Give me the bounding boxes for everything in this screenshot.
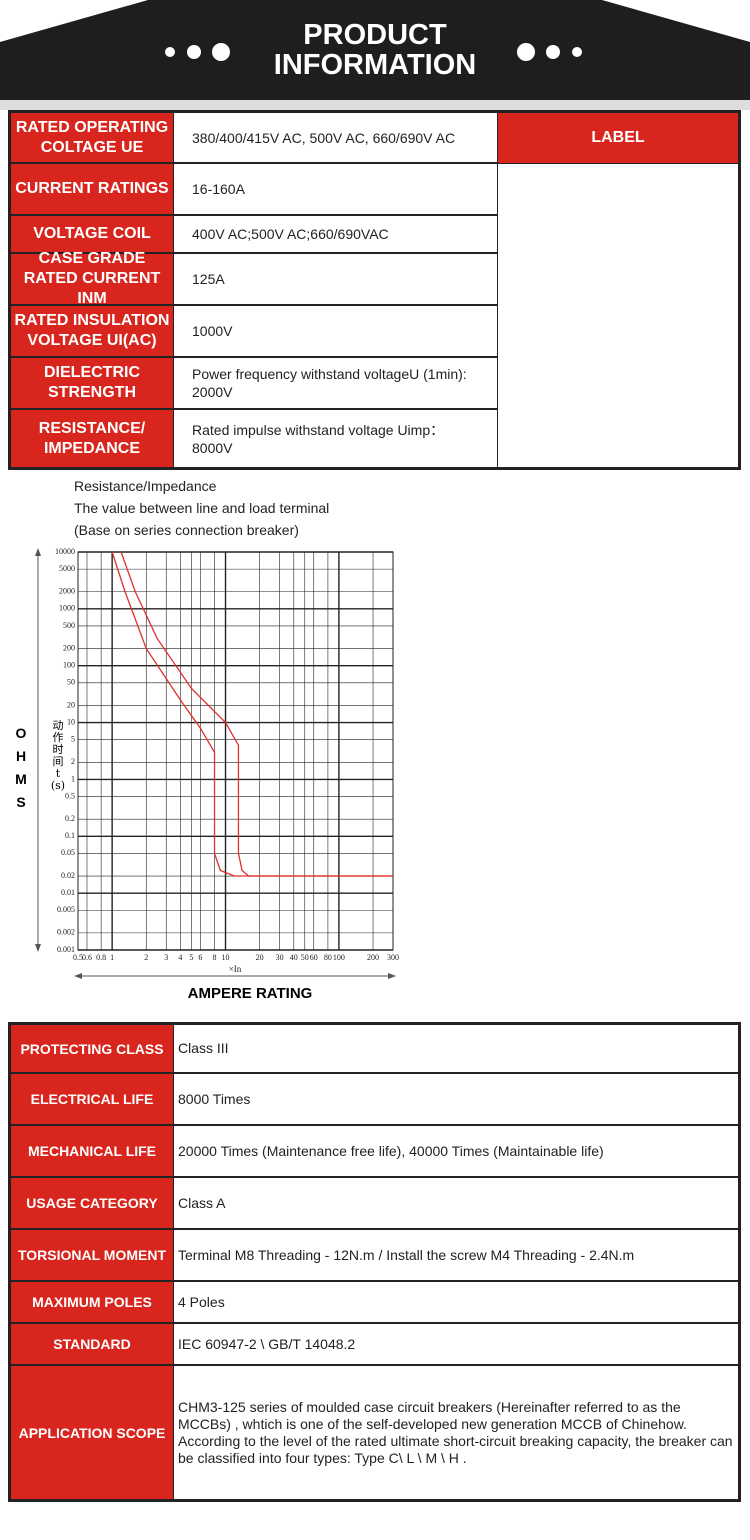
x-axis-label: ×In bbox=[229, 964, 242, 974]
label-header: LABEL bbox=[497, 112, 739, 164]
x-tick-label: 200 bbox=[367, 953, 379, 962]
arrow-head bbox=[74, 973, 82, 979]
label-area bbox=[497, 163, 739, 468]
x-tick-label: 50 bbox=[301, 953, 309, 962]
spec-value: 380/400/415V AC, 500V AC, 660/690V AC bbox=[173, 112, 498, 163]
arrow-head bbox=[35, 548, 41, 556]
y-tick-label: 10000 bbox=[55, 547, 75, 556]
table-frame bbox=[8, 1022, 741, 1502]
y-tick-label: 0.005 bbox=[57, 905, 75, 914]
x-tick-label: 300 bbox=[387, 953, 399, 962]
y-tick-label: 0.01 bbox=[61, 888, 75, 897]
x-tick-label: 2 bbox=[144, 953, 148, 962]
y-axis-label: 动作时间 t(s) bbox=[50, 719, 66, 792]
y-tick-label: 0.001 bbox=[57, 945, 75, 954]
spec-label: VOLTAGE COIL bbox=[10, 215, 174, 253]
x-tick-label: 80 bbox=[324, 953, 332, 962]
spec-value: Rated impulse withstand voltage Uimp：800… bbox=[173, 409, 498, 468]
x-tick-label: 20 bbox=[256, 953, 264, 962]
detail-value: 4 Poles bbox=[173, 1281, 739, 1323]
y-tick-label: 50 bbox=[67, 678, 75, 687]
x-tick-label: 30 bbox=[276, 953, 284, 962]
page-title: PRODUCT INFORMATION bbox=[273, 19, 477, 81]
spec-value: 1000V bbox=[173, 305, 498, 357]
table-frame bbox=[8, 110, 741, 470]
detail-value: 20000 Times (Maintenance free life), 400… bbox=[173, 1125, 739, 1177]
y-tick-label: 5 bbox=[71, 735, 75, 744]
detail-label: MAXIMUM POLES bbox=[10, 1281, 174, 1323]
curve bbox=[111, 551, 393, 877]
spec-label: RATED OPERATING COLTAGE UE bbox=[10, 112, 174, 163]
detail-label: APPLICATION SCOPE bbox=[10, 1365, 174, 1500]
y-tick-label: 100 bbox=[63, 661, 75, 670]
detail-label: ELECTRICAL LIFE bbox=[10, 1073, 174, 1125]
y-tick-label: 0.2 bbox=[65, 814, 75, 823]
chart-caption: AMPERE RATING bbox=[187, 985, 313, 1002]
y-tick-label: 2 bbox=[71, 757, 75, 766]
detail-value: 8000 Times bbox=[173, 1073, 739, 1125]
chart-note: The value between line and load terminal bbox=[74, 500, 330, 516]
spec-label: DIELECTRIC STRENGTH bbox=[10, 357, 174, 409]
y-tick-label: 10 bbox=[67, 717, 75, 726]
chart-note: (Base on series connection breaker) bbox=[74, 522, 299, 538]
curve bbox=[120, 551, 393, 877]
arrow-head bbox=[35, 944, 41, 952]
side-label: OHMS bbox=[15, 725, 27, 810]
y-tick-label: 0.002 bbox=[57, 928, 75, 937]
x-tick-label: 0.8 bbox=[96, 953, 106, 962]
plot-area bbox=[77, 551, 394, 951]
x-tick-label: 6 bbox=[198, 953, 202, 962]
x-tick-label: 0.6 bbox=[82, 953, 92, 962]
spec-value: 125A bbox=[173, 253, 498, 305]
x-tick-label: 8 bbox=[213, 953, 217, 962]
x-tick-label: 3 bbox=[164, 953, 168, 962]
y-tick-label: 500 bbox=[63, 621, 75, 630]
x-tick-label: 5 bbox=[189, 953, 193, 962]
y-tick-label: 0.05 bbox=[61, 848, 75, 857]
detail-value: IEC 60947-2 \ GB/T 14048.2 bbox=[173, 1323, 739, 1365]
y-tick-label: 20 bbox=[67, 700, 75, 709]
chart: 0.001 0.002 0.005 0.01 0.02 0.05 0.1 0.2 0.5 1 2 5 1… bbox=[35, 547, 399, 979]
x-tick-label: 40 bbox=[290, 953, 298, 962]
detail-label: TORSIONAL MOMENT bbox=[10, 1229, 174, 1281]
x-tick-label: 100 bbox=[333, 953, 345, 962]
y-tick-label: 2000 bbox=[59, 587, 75, 596]
y-tick-label: 1000 bbox=[59, 604, 75, 613]
spec-label: RESISTANCE/ IMPEDANCE bbox=[10, 409, 174, 468]
spec-label: CASE GRADE RATED CURRENT INM bbox=[10, 250, 174, 307]
y-tick-label: 0.5 bbox=[65, 791, 75, 800]
detail-label: USAGE CATEGORY bbox=[10, 1177, 174, 1229]
spec-value: 400V AC;500V AC;660/690VAC bbox=[173, 215, 498, 253]
y-tick-label: 0.02 bbox=[61, 871, 75, 880]
x-tick-label: 60 bbox=[310, 953, 318, 962]
detail-value: CHM3-125 series of moulded case circuit … bbox=[173, 1365, 739, 1500]
chart-note: Resistance/Impedance bbox=[74, 478, 217, 494]
detail-value: Terminal M8 Threading - 12N.m / Install … bbox=[173, 1229, 739, 1281]
y-tick-label: 5000 bbox=[59, 564, 75, 573]
detail-label: STANDARD bbox=[10, 1323, 174, 1365]
y-tick-label: 1 bbox=[71, 774, 75, 783]
arrow-head bbox=[388, 973, 396, 979]
spec-label: CURRENT RATINGS bbox=[10, 163, 174, 215]
spec-label: RATED INSULATION VOLTAGE UI(AC) bbox=[10, 305, 174, 357]
x-tick-label: 4 bbox=[178, 953, 182, 962]
x-tick-label: 1 bbox=[110, 953, 114, 962]
detail-value: Class A bbox=[173, 1177, 739, 1229]
spec-value: Power frequency withstand voltageU (1min… bbox=[173, 357, 498, 409]
spec-value: 16-160A bbox=[173, 163, 498, 215]
x-tick-label: 10 bbox=[222, 953, 230, 962]
y-tick-label: 200 bbox=[63, 643, 75, 652]
detail-value: Class III bbox=[173, 1024, 739, 1073]
header-bg bbox=[0, 0, 750, 110]
detail-label: MECHANICAL LIFE bbox=[10, 1125, 174, 1177]
y-tick-label: 0.1 bbox=[65, 831, 75, 840]
detail-label: PROTECTING CLASS bbox=[10, 1024, 174, 1073]
x-tick-label: 0.5 bbox=[73, 953, 83, 962]
